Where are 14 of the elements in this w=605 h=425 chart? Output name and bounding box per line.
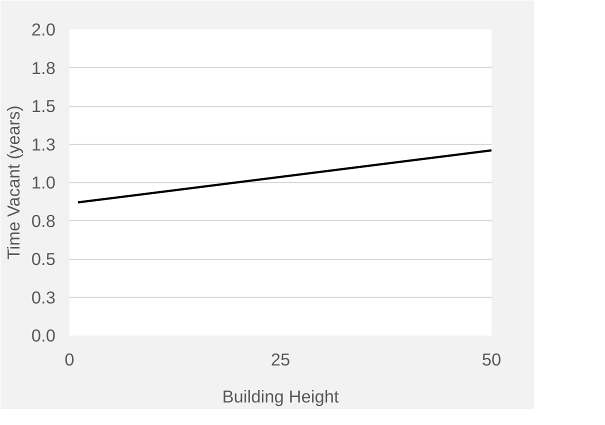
x-tick-label: 25 [270, 350, 290, 370]
y-tick-label: 0.8 [31, 210, 56, 231]
x-axis-title: Building Height [222, 386, 339, 406]
y-tick-label: 2.0 [31, 20, 56, 40]
y-axis-title: Time Vacant (years) [3, 105, 24, 260]
x-tick-label: 50 [482, 350, 502, 370]
y-tick-label: 1.8 [31, 58, 56, 78]
y-tick-label: 1.3 [31, 134, 56, 154]
y-tick-label: 1.0 [31, 172, 56, 192]
y-tick-label: 0.5 [31, 249, 56, 269]
y-tick-label: 0.0 [31, 326, 56, 346]
y-tick-label: 0.3 [31, 287, 56, 308]
y-tick-label: 1.5 [31, 96, 56, 116]
x-tick-label: 0 [64, 350, 74, 370]
